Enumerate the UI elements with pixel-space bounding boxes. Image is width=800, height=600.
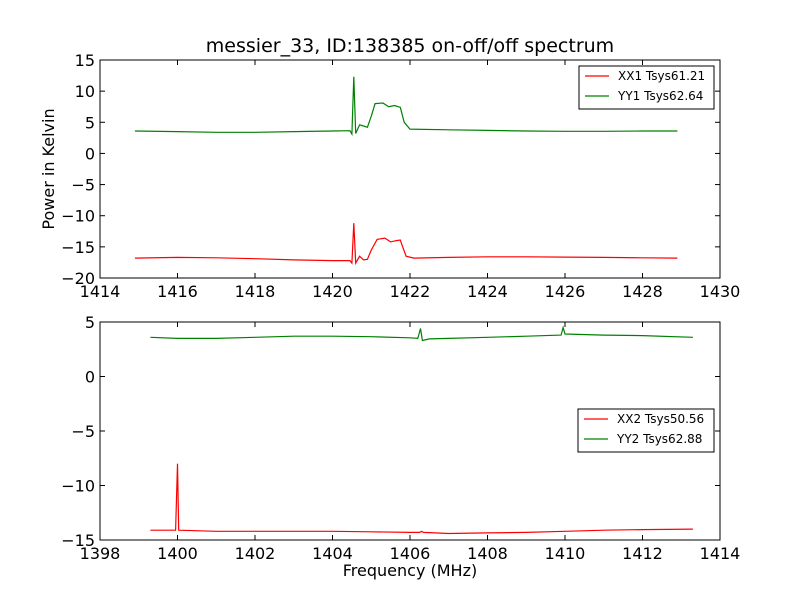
top-series-line-1	[134, 76, 678, 137]
top-legend-label-1: YY1 Tsys62.64	[617, 89, 703, 103]
bottom-y-tick-label: −5	[71, 422, 95, 441]
top-x-tick-label: 1418	[235, 282, 276, 301]
bottom-x-tick-label: 1398	[80, 544, 121, 563]
bottom-x-tick-label: 1406	[390, 544, 431, 563]
top-y-tick-label: 10	[75, 82, 95, 101]
bottom-x-tick-label: 1414	[700, 544, 741, 563]
bottom-y-tick-label: 0	[85, 368, 95, 387]
top-y-tick-label: −5	[71, 176, 95, 195]
top-axis-ticks: 1414 1416 1418 1420 1422 1424 1426 1428 1430 −20 −…	[61, 51, 740, 301]
y-axis-label: Power in Kelvin	[39, 108, 58, 229]
top-x-tick-label: 1428	[622, 282, 663, 301]
bottom-legend-label-0: XX2 Tsys50.56	[617, 412, 704, 426]
bottom-series-line-0	[150, 463, 693, 535]
bottom-x-tick-label: 1402	[235, 544, 276, 563]
bottom-x-tick-label: 1410	[545, 544, 586, 563]
top-x-tick-label: 1430	[700, 282, 741, 301]
bottom-x-tick-label: 1400	[157, 544, 198, 563]
top-x-tick-label: 1414	[80, 282, 121, 301]
top-legend-label-0: XX1 Tsys61.21	[618, 69, 705, 83]
bottom-x-tick-label: 1412	[622, 544, 663, 563]
chart-title: messier_33, ID:138385 on-off/off spectru…	[206, 35, 614, 57]
top-y-tick-label: −20	[61, 269, 95, 288]
top-x-tick-label: 1426	[545, 282, 586, 301]
bottom-y-tick-label: −15	[61, 531, 95, 550]
bottom-axis-ticks: 1398 1400 1402 1404 1406 1408 1410 1412 1414 −15 −…	[61, 313, 740, 563]
bottom-legend: XX2 Tsys50.56 YY2 Tsys62.88	[577, 408, 715, 453]
bottom-series-line-1	[150, 325, 693, 342]
top-x-tick-label: 1420	[312, 282, 353, 301]
bottom-y-tick-label: 5	[85, 313, 95, 332]
top-legend-box	[578, 65, 715, 110]
x-axis-label: Frequency (MHz)	[343, 561, 477, 580]
top-y-tick-label: −15	[61, 238, 95, 257]
top-y-tick-label: 5	[85, 113, 95, 132]
top-series-lines	[134, 76, 678, 266]
bottom-series-lines	[150, 325, 693, 535]
top-series-line-0	[134, 223, 678, 266]
top-x-tick-label: 1416	[157, 282, 198, 301]
top-x-tick-label: 1424	[467, 282, 508, 301]
bottom-panel: 1398 1400 1402 1404 1406 1408 1410 1412 1414 −15 −…	[61, 313, 740, 563]
bottom-x-tick-label: 1404	[312, 544, 353, 563]
bottom-x-tick-label: 1408	[467, 544, 508, 563]
bottom-legend-box	[577, 408, 715, 453]
top-panel: 1414 1416 1418 1420 1422 1424 1426 1428 1430 −20 −…	[61, 51, 740, 301]
top-x-tick-label: 1422	[390, 282, 431, 301]
top-y-tick-label: 15	[75, 51, 95, 70]
top-y-tick-label: −10	[61, 207, 95, 226]
bottom-legend-label-1: YY2 Tsys62.88	[616, 432, 702, 446]
bottom-y-tick-label: −10	[61, 477, 95, 496]
top-legend: XX1 Tsys61.21 YY1 Tsys62.64	[578, 65, 715, 110]
top-y-tick-label: 0	[85, 144, 95, 163]
